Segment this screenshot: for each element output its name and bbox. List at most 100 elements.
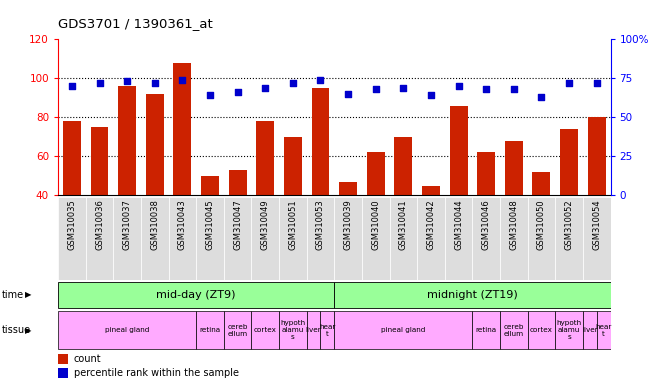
Text: liver: liver (306, 327, 321, 333)
Bar (168, 197, 196, 280)
Point (122, 78, 133, 84)
Bar (279, 197, 307, 280)
Text: GSM310041: GSM310041 (399, 199, 408, 250)
Bar (473, 311, 500, 349)
Text: ▶: ▶ (25, 326, 32, 334)
Point (205, 93, 215, 99)
Text: time: time (1, 290, 24, 300)
Bar (334, 197, 362, 280)
Bar (527, 311, 555, 349)
Point (94, 80, 105, 86)
Bar (63, 121, 81, 274)
Bar (224, 311, 251, 349)
Point (564, 80, 574, 86)
Text: hypoth
alamu
s: hypoth alamu s (280, 320, 306, 340)
Bar (307, 197, 334, 280)
Text: tissue: tissue (1, 325, 30, 335)
Bar (505, 141, 523, 274)
Point (232, 89, 243, 95)
Text: retina: retina (476, 327, 497, 333)
Text: pineal gland: pineal gland (105, 327, 149, 333)
Text: GSM310036: GSM310036 (95, 199, 104, 250)
Text: midnight (ZT19): midnight (ZT19) (427, 290, 517, 300)
Point (536, 94, 546, 100)
Text: GSM310045: GSM310045 (205, 199, 214, 250)
Bar (118, 86, 136, 274)
Text: GSM310038: GSM310038 (150, 199, 159, 250)
Bar (527, 197, 555, 280)
Point (177, 77, 187, 83)
Bar (560, 129, 578, 274)
Bar (58, 354, 68, 364)
Text: cortex: cortex (530, 327, 553, 333)
Point (591, 80, 602, 86)
Text: GSM310043: GSM310043 (178, 199, 187, 250)
Text: hear
t: hear t (595, 324, 612, 336)
Text: count: count (74, 354, 102, 364)
Bar (583, 197, 610, 280)
Bar (422, 186, 440, 274)
Bar (174, 63, 191, 274)
Bar (284, 137, 302, 274)
Text: pineal gland: pineal gland (381, 327, 426, 333)
Text: GSM310047: GSM310047 (233, 199, 242, 250)
Point (149, 80, 160, 86)
Text: GSM310042: GSM310042 (426, 199, 436, 250)
Text: GSM310049: GSM310049 (261, 199, 270, 250)
Point (453, 83, 464, 89)
Point (426, 93, 436, 99)
Point (288, 80, 298, 86)
Bar (196, 197, 224, 280)
Bar (533, 172, 550, 274)
Bar (58, 368, 68, 378)
Text: percentile rank within the sample: percentile rank within the sample (74, 368, 239, 378)
Bar (473, 197, 500, 280)
Bar (114, 197, 141, 280)
Bar (279, 311, 307, 349)
Bar (500, 311, 527, 349)
Bar (251, 311, 279, 349)
Text: GSM310050: GSM310050 (537, 199, 546, 250)
Bar (90, 127, 108, 274)
Text: GSM310039: GSM310039 (344, 199, 352, 250)
Text: GSM310048: GSM310048 (510, 199, 518, 250)
Text: GSM310053: GSM310053 (316, 199, 325, 250)
Text: GSM310046: GSM310046 (482, 199, 490, 250)
Bar (196, 311, 224, 349)
Text: GSM310044: GSM310044 (454, 199, 463, 250)
Bar (312, 88, 329, 274)
Bar (251, 197, 279, 280)
Text: liver: liver (582, 327, 598, 333)
Bar (58, 311, 196, 349)
Bar (58, 281, 334, 308)
Bar (367, 152, 385, 274)
Bar (334, 281, 610, 308)
Bar (445, 197, 473, 280)
Bar (597, 311, 610, 349)
Text: retina: retina (199, 327, 220, 333)
Point (481, 86, 492, 92)
Text: cereb
ellum: cereb ellum (227, 324, 248, 336)
Bar (587, 118, 606, 274)
Bar (500, 197, 527, 280)
Point (370, 86, 381, 92)
Bar (449, 106, 467, 274)
Text: GSM310037: GSM310037 (123, 199, 131, 250)
Text: hear
t: hear t (319, 324, 335, 336)
Bar (224, 197, 251, 280)
Bar (555, 197, 583, 280)
Text: GDS3701 / 1390361_at: GDS3701 / 1390361_at (58, 17, 213, 30)
Bar (228, 170, 247, 274)
Point (315, 77, 326, 83)
Text: GSM310051: GSM310051 (288, 199, 298, 250)
Text: hypoth
alamu
s: hypoth alamu s (556, 320, 581, 340)
Text: cereb
ellum: cereb ellum (504, 324, 524, 336)
Bar (583, 311, 597, 349)
Bar (86, 197, 114, 280)
Bar (477, 152, 495, 274)
Text: GSM310040: GSM310040 (371, 199, 380, 250)
Bar (141, 197, 168, 280)
Text: mid-day (ZT9): mid-day (ZT9) (156, 290, 236, 300)
Point (260, 84, 271, 91)
Bar (307, 311, 321, 349)
